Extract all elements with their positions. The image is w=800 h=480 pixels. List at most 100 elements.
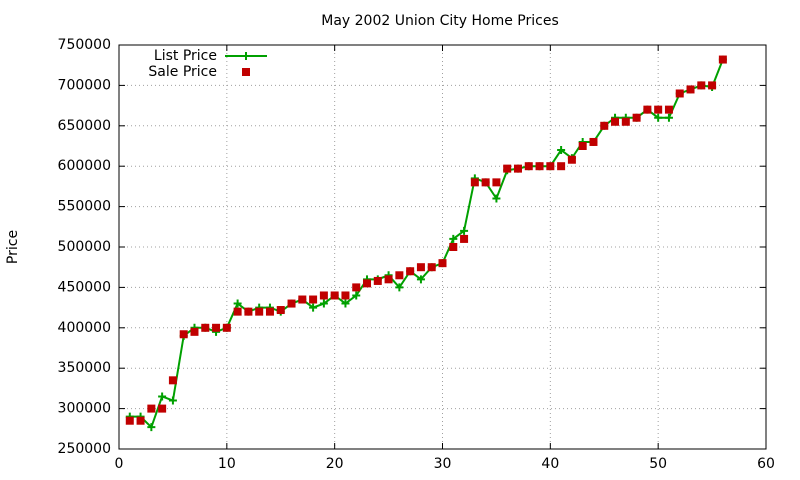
point-marker (406, 267, 415, 276)
point-marker (611, 117, 620, 126)
point-marker (438, 259, 447, 268)
point-marker (373, 276, 382, 285)
point-marker (546, 162, 555, 171)
point-marker (222, 323, 231, 332)
point-marker (578, 142, 587, 150)
x-tick-label: 50 (649, 456, 667, 472)
legend-label: Sale Price (148, 64, 217, 80)
y-tick-label: 350000 (58, 360, 111, 376)
point-marker (589, 137, 598, 146)
point-marker (255, 307, 264, 316)
point-marker (125, 416, 134, 425)
point-marker (233, 299, 242, 308)
legend-marker (242, 68, 250, 76)
point-marker (470, 178, 479, 187)
x-tick-label: 30 (434, 456, 452, 472)
point-marker (664, 105, 673, 114)
point-marker (557, 162, 566, 171)
y-axis-label: Price (5, 230, 21, 264)
point-marker (449, 234, 458, 243)
point-marker (352, 283, 361, 292)
point-marker (158, 392, 167, 401)
point-marker (147, 423, 156, 432)
y-tick-label: 650000 (58, 118, 111, 134)
x-tick-label: 40 (541, 456, 559, 472)
point-marker (233, 307, 242, 316)
y-tick-label: 550000 (58, 199, 111, 215)
point-marker (567, 155, 576, 164)
y-tick-label: 400000 (58, 320, 111, 336)
x-tick-label: 10 (218, 456, 236, 472)
point-marker (395, 271, 404, 280)
point-marker (524, 162, 533, 171)
point-marker (492, 194, 501, 203)
point-marker (341, 299, 350, 308)
y-tick-label: 450000 (58, 279, 111, 295)
point-marker (643, 105, 652, 114)
point-marker (168, 396, 177, 405)
point-marker (319, 299, 328, 308)
point-marker (363, 279, 372, 288)
point-marker (287, 299, 296, 308)
point-marker (557, 146, 566, 155)
point-marker (718, 55, 727, 64)
y-tick-label: 700000 (58, 77, 111, 93)
point-marker (136, 416, 145, 425)
point-marker (621, 117, 630, 126)
y-tick-label: 300000 (58, 401, 111, 417)
point-marker (664, 113, 673, 122)
x-tick-label: 60 (757, 456, 775, 472)
point-marker (697, 81, 706, 90)
point-marker (341, 291, 350, 300)
y-tick-label: 500000 (58, 239, 111, 255)
point-marker (244, 307, 253, 316)
point-marker (384, 275, 393, 284)
point-marker (330, 291, 339, 300)
point-marker (190, 327, 199, 336)
point-marker (319, 291, 328, 300)
y-tick-label: 600000 (58, 158, 111, 174)
point-marker (481, 178, 490, 187)
x-tick-label: 20 (326, 456, 344, 472)
point-marker (492, 178, 501, 187)
point-marker (212, 323, 221, 332)
chart-title: May 2002 Union City Home Prices (321, 13, 559, 29)
y-tick-label: 750000 (58, 37, 111, 53)
point-marker (460, 234, 469, 243)
y-tick-label: 250000 (58, 441, 111, 457)
point-marker (449, 243, 458, 251)
legend-label: List Price (154, 48, 217, 64)
point-marker (158, 404, 167, 413)
point-marker (600, 121, 609, 130)
point-marker (675, 89, 684, 98)
point-marker (395, 283, 404, 292)
point-marker (265, 307, 274, 316)
point-marker (416, 263, 425, 272)
point-marker (654, 105, 663, 114)
point-marker (179, 330, 188, 339)
point-marker (654, 113, 663, 122)
point-marker (460, 226, 469, 235)
point-marker (416, 275, 425, 284)
point-marker (201, 323, 210, 332)
point-marker (168, 376, 177, 385)
x-tick-label: 0 (115, 456, 124, 472)
point-marker (352, 291, 361, 300)
plot-border (118, 44, 767, 450)
point-marker (686, 85, 695, 94)
point-marker (298, 295, 307, 304)
point-marker (513, 164, 522, 173)
point-marker (535, 162, 544, 171)
legend-marker (242, 52, 250, 60)
point-marker (503, 164, 512, 173)
point-marker (147, 404, 156, 413)
point-marker (309, 303, 318, 312)
point-marker (632, 113, 641, 122)
point-marker (276, 306, 285, 315)
point-marker (708, 81, 717, 90)
point-marker (427, 263, 436, 272)
point-marker (309, 295, 318, 304)
